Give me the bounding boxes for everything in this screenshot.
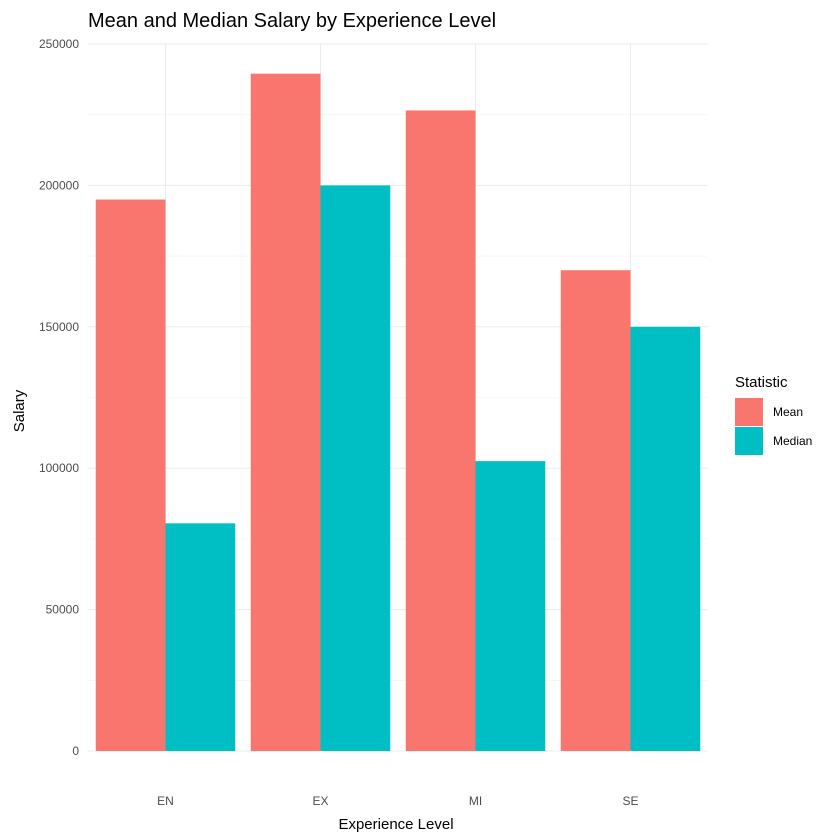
bar-mi-mean [405, 110, 476, 751]
y-axis-title: Salary [11, 389, 28, 432]
legend: Statistic Mean Median [735, 374, 812, 455]
bar-ex-mean [250, 73, 321, 752]
bar-se-median [630, 326, 701, 751]
y-tick-label: 150000 [39, 320, 79, 334]
bar-en-mean [95, 199, 166, 752]
y-axis-ticks: 0 50000 100000 150000 200000 250000 [39, 37, 79, 758]
legend-label-mean: Mean [773, 405, 803, 419]
x-tick-label: MI [469, 794, 482, 808]
y-tick-label: 250000 [39, 37, 79, 51]
x-axis-ticks: EN EX MI SE [157, 794, 638, 808]
bar-se-mean [560, 270, 631, 751]
bar-ex-median [320, 185, 391, 751]
legend-title: Statistic [735, 374, 788, 391]
bar-mi-median [475, 461, 546, 751]
y-tick-label: 50000 [46, 603, 80, 617]
x-tick-label: EX [312, 794, 328, 808]
x-tick-label: SE [622, 794, 638, 808]
chart-title: Mean and Median Salary by Experience Lev… [88, 10, 496, 32]
y-tick-label: 200000 [39, 178, 79, 192]
legend-key-mean [735, 398, 763, 426]
x-axis-title: Experience Level [338, 816, 453, 833]
bars [95, 73, 701, 752]
bar-en-median [165, 523, 236, 751]
y-tick-label: 100000 [39, 461, 79, 475]
x-tick-label: EN [157, 794, 174, 808]
legend-key-median [735, 427, 763, 455]
legend-label-median: Median [773, 434, 812, 448]
y-tick-label: 0 [72, 744, 79, 758]
